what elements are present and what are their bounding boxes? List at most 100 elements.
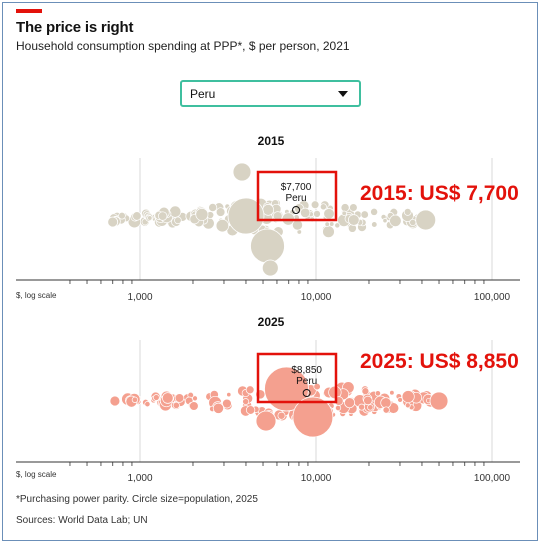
country-bubble[interactable] [107,216,119,228]
chevron-down-icon [338,91,348,97]
country-bubble[interactable] [322,225,335,238]
country-bubble[interactable] [109,395,121,407]
country-bubble[interactable] [158,211,168,221]
country-bubble[interactable] [313,382,321,391]
country-bubble[interactable] [261,259,279,277]
country-bubble[interactable] [132,211,142,221]
country-bubble[interactable] [404,402,411,409]
panel-title-2015: 2015 [258,134,285,148]
country-bubble[interactable] [341,210,347,216]
country-bubble[interactable] [397,397,403,403]
country-bubble[interactable] [429,391,449,411]
country-bubble[interactable] [370,207,379,216]
tick-labels-2015: 1,000 10,000 100,000 [127,292,510,303]
country-bubble[interactable] [360,210,369,219]
country-bubble[interactable] [131,396,139,403]
country-bubble[interactable] [335,404,342,412]
footnote: *Purchasing power parity. Circle size=po… [16,494,258,505]
highlight-dot-2025[interactable] [302,389,311,397]
country-bubble[interactable] [382,406,390,414]
country-bubble[interactable] [367,404,374,411]
tick-label: 10,000 [301,292,332,303]
chart-subtitle: Household consumption spending at PPP*, … [16,39,350,53]
country-bubble[interactable] [226,392,232,398]
country-bubble[interactable] [232,162,252,182]
highlight-value-2015: $7,700 [281,182,312,193]
country-bubble[interactable] [300,207,311,218]
country-bubble[interactable] [374,390,381,397]
country-bubble[interactable] [264,366,309,412]
country-bubble[interactable] [292,396,334,438]
country-bubble[interactable] [215,207,226,217]
panel-2015: 2015 $, log scale 1,000 10,000 100,000 $7,… [16,134,520,303]
country-bubble[interactable] [208,203,218,212]
country-bubble[interactable] [349,203,358,212]
country-bubble[interactable] [277,411,286,420]
country-bubble[interactable] [174,393,185,403]
country-bubble[interactable] [389,390,395,396]
country-bubble[interactable] [371,221,378,228]
country-bubble[interactable] [215,219,230,233]
country-bubble[interactable] [415,209,437,231]
panel-2025: 2025 $, log scale 1,000 10,000 100,000 $8,… [16,315,520,484]
country-select[interactable]: Peru [180,80,361,107]
country-bubble[interactable] [292,219,303,231]
country-bubble[interactable] [242,398,250,406]
country-bubble[interactable] [389,214,402,227]
country-bubble[interactable] [250,228,285,264]
country-bubble[interactable] [172,401,180,409]
country-bubble[interactable] [382,218,388,224]
highlight-box-2025 [256,352,338,404]
country-select-value: Peru [190,87,216,101]
country-bubble[interactable] [334,222,341,229]
country-bubble[interactable] [192,395,198,402]
country-bubble[interactable] [152,394,160,401]
country-bubble[interactable] [380,397,392,409]
tick-label: 10,000 [301,473,332,484]
bubbles-2025 [109,366,449,438]
highlight-dot-2015[interactable] [292,206,301,214]
country-bubble[interactable] [323,208,335,220]
country-bubble[interactable] [189,401,199,411]
chart-frame [2,2,538,541]
country-bubble[interactable] [227,197,265,235]
country-bubble[interactable] [118,211,126,220]
country-bubble[interactable] [401,390,415,404]
country-bubble[interactable] [310,200,320,209]
country-bubble[interactable] [222,398,232,409]
country-bubble[interactable] [212,402,224,414]
country-bubble[interactable] [174,216,182,225]
country-bubble[interactable] [340,203,350,213]
country-bubble[interactable] [147,215,153,221]
country-bubble[interactable] [403,208,412,216]
tick-label: 100,000 [474,292,511,303]
country-bubble[interactable] [344,397,356,409]
tick-label: 100,000 [474,473,511,484]
highlight-country-2025: Peru [296,376,317,387]
chart-title: The price is right [16,19,134,36]
tick-label: 1,000 [127,473,152,484]
highlight-box-2015 [256,170,338,222]
country-bubble[interactable] [319,203,327,211]
highlight-country-2015: Peru [285,193,306,204]
axis-label-2025: $, log scale [16,470,57,479]
country-bubble[interactable] [409,218,417,227]
country-bubble[interactable] [363,395,373,406]
country-bubble[interactable] [144,401,151,408]
tick-label: 1,000 [127,292,152,303]
country-bubble[interactable] [324,221,330,227]
panel-title-2025: 2025 [258,315,285,329]
country-bubble[interactable] [313,210,321,218]
country-bubble[interactable] [195,208,209,221]
country-bubble[interactable] [361,387,370,396]
country-bubble[interactable] [169,205,182,218]
country-bubble[interactable] [245,405,256,415]
country-bubble[interactable] [329,221,335,227]
country-bubble[interactable] [262,204,275,216]
country-bubble[interactable] [162,392,174,404]
country-bubble[interactable] [358,403,366,411]
sources-note: Sources: World Data Lab; UN [16,515,148,526]
country-bubble[interactable] [348,214,360,226]
country-bubble[interactable] [245,385,255,395]
country-bubble[interactable] [255,410,277,432]
